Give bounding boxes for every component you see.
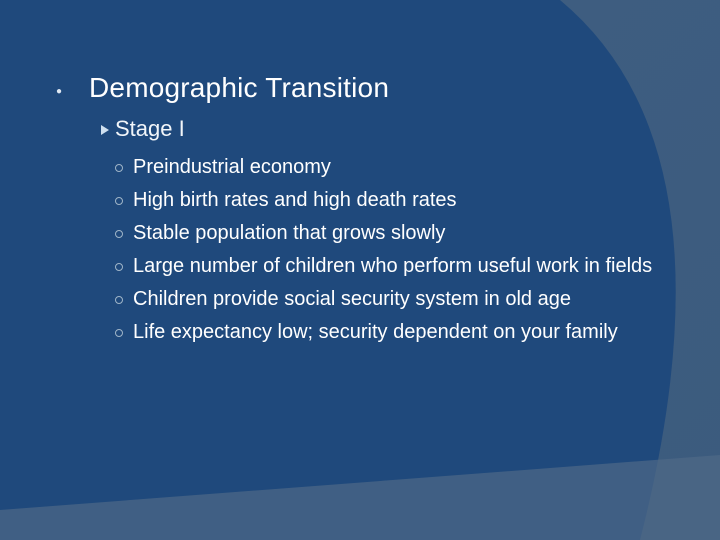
list-item: Large number of children who perform use… bbox=[113, 252, 673, 280]
list-item: Preindustrial economy bbox=[113, 153, 673, 181]
arrow-bullet-icon bbox=[99, 122, 113, 136]
circle-bullet-icon bbox=[115, 197, 123, 205]
circle-bullet-icon bbox=[115, 230, 123, 238]
list-item: High birth rates and high death rates bbox=[113, 186, 673, 214]
slide-title: Demographic Transition bbox=[89, 72, 390, 103]
circle-bullet-icon bbox=[115, 296, 123, 304]
list-item: Stable population that grows slowly bbox=[113, 219, 673, 247]
list-item: Life expectancy low; security dependent … bbox=[113, 318, 673, 346]
circle-bullet-icon bbox=[115, 329, 123, 337]
subtitle-line: Stage I bbox=[99, 116, 185, 142]
bullet-list: Preindustrial economy High birth rates a… bbox=[113, 153, 673, 351]
circle-bullet-icon bbox=[115, 164, 123, 172]
list-item: Children provide social security system … bbox=[113, 285, 673, 313]
title-bullet-icon: ● bbox=[56, 86, 63, 97]
circle-bullet-icon bbox=[115, 263, 123, 271]
slide-subtitle: Stage I bbox=[115, 116, 185, 141]
